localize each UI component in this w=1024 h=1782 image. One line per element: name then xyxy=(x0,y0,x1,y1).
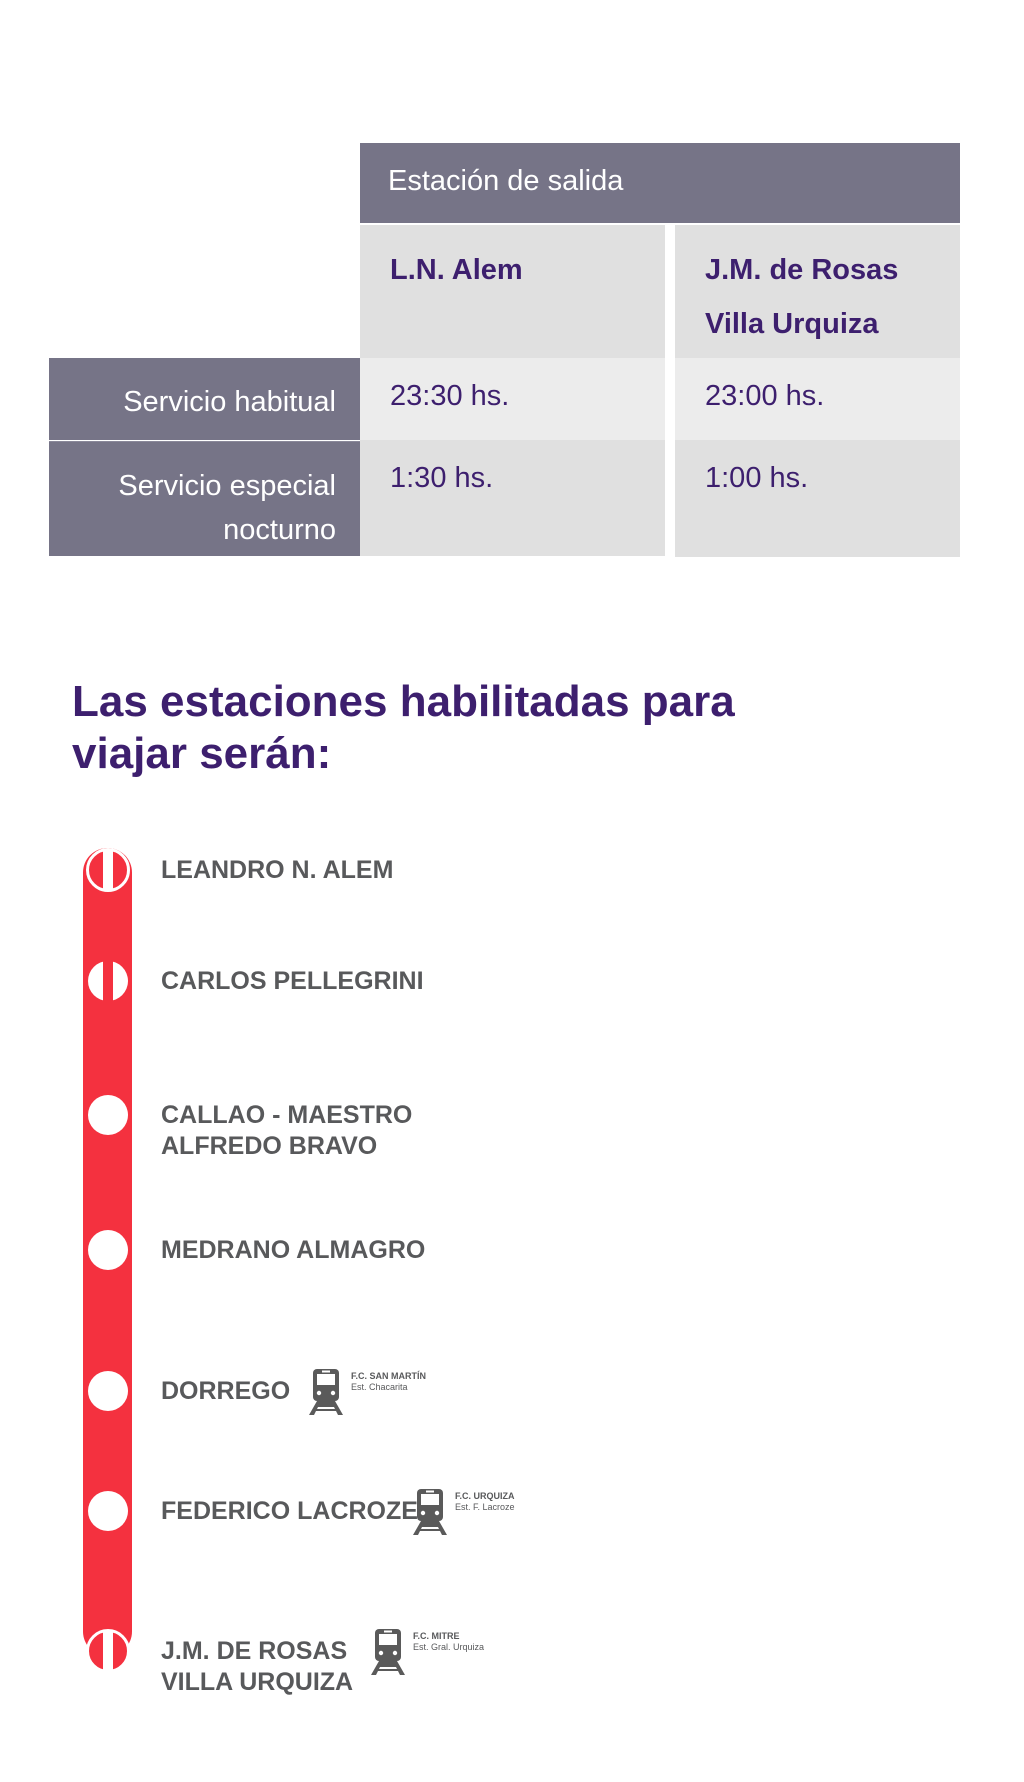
station-name-line: FEDERICO LACROZE xyxy=(161,1497,418,1525)
station-name: FEDERICO LACROZE xyxy=(161,1496,418,1527)
column-header-rosas: J.M. de Rosas Villa Urquiza xyxy=(675,225,960,358)
station-name-line: CARLOS PELLEGRINI xyxy=(161,967,424,995)
station-name-line: VILLA URQUIZA xyxy=(161,1668,354,1696)
rail-station-name: Est. Gral. Urquiza xyxy=(413,1642,485,1652)
row-label-text: Servicio especial xyxy=(118,470,336,502)
station-name-line: ALFREDO BRAVO xyxy=(161,1132,378,1160)
transfer-station-marker-icon xyxy=(88,961,128,1001)
table-cell: 1:00 hs. xyxy=(675,440,960,557)
transfer-station-marker-icon xyxy=(86,848,130,892)
station-marker-icon xyxy=(88,1230,128,1270)
station-marker-icon xyxy=(88,1491,128,1531)
transfer-station-marker-icon xyxy=(86,1629,130,1673)
station-name: LEANDRO N. ALEM xyxy=(161,855,393,886)
table-header-departure-station: Estación de salida xyxy=(360,143,960,223)
station-marker-icon xyxy=(88,1371,128,1411)
station-name: CALLAO - MAESTRO ALFREDO BRAVO xyxy=(161,1100,412,1162)
station-marker-icon xyxy=(88,1095,128,1135)
station-name: J.M. DE ROSAS VILLA URQUIZA xyxy=(161,1636,353,1698)
rail-station-name: Est. F. Lacroze xyxy=(455,1502,515,1512)
title-line: Las estaciones habilitadas para xyxy=(72,677,735,726)
station-name: CARLOS PELLEGRINI xyxy=(161,966,424,997)
station-name-line: CALLAO - MAESTRO xyxy=(161,1101,413,1129)
column-header-text: L.N. Alem xyxy=(390,254,523,286)
table-cell: 23:30 hs. xyxy=(360,358,665,440)
station-name-line: J.M. DE ROSAS xyxy=(161,1637,348,1665)
title-line: viajar serán: xyxy=(72,729,332,778)
column-header-text: J.M. de Rosas xyxy=(705,254,899,286)
rail-station-name: Est. Chacarita xyxy=(351,1382,408,1392)
column-header-alem: L.N. Alem xyxy=(360,225,665,358)
rail-line-name: F.C. URQUIZA xyxy=(455,1491,515,1501)
row-label-habitual: Servicio habitual xyxy=(49,358,360,440)
rail-line-name: F.C. MITRE xyxy=(413,1631,460,1641)
table-cell: 23:00 hs. xyxy=(675,358,960,440)
row-label-text: Servicio habitual xyxy=(123,386,336,418)
train-icon xyxy=(308,1369,344,1415)
station-name-line: DORREGO xyxy=(161,1377,291,1405)
section-title: Las estaciones habilitadas para viajar se… xyxy=(72,676,735,780)
station-name-line: LEANDRO N. ALEM xyxy=(161,856,394,884)
train-icon xyxy=(370,1629,406,1675)
station-name: DORREGO xyxy=(161,1376,290,1407)
table-cell: 1:30 hs. xyxy=(360,440,665,556)
rail-line-name: F.C. SAN MARTÍN xyxy=(351,1371,426,1381)
rail-connection: F.C. SAN MARTÍN Est. Chacarita xyxy=(351,1371,426,1393)
rail-connection: F.C. MITRE Est. Gral. Urquiza xyxy=(413,1631,484,1653)
station-name: MEDRANO ALMAGRO xyxy=(161,1235,425,1266)
train-icon xyxy=(412,1489,448,1535)
row-label-especial: Servicio especial nocturno xyxy=(49,441,360,556)
column-header-text: Villa Urquiza xyxy=(705,308,879,340)
station-name-line: MEDRANO ALMAGRO xyxy=(161,1236,426,1264)
row-label-text: nocturno xyxy=(223,514,336,546)
rail-connection: F.C. URQUIZA Est. F. Lacroze xyxy=(455,1491,515,1513)
